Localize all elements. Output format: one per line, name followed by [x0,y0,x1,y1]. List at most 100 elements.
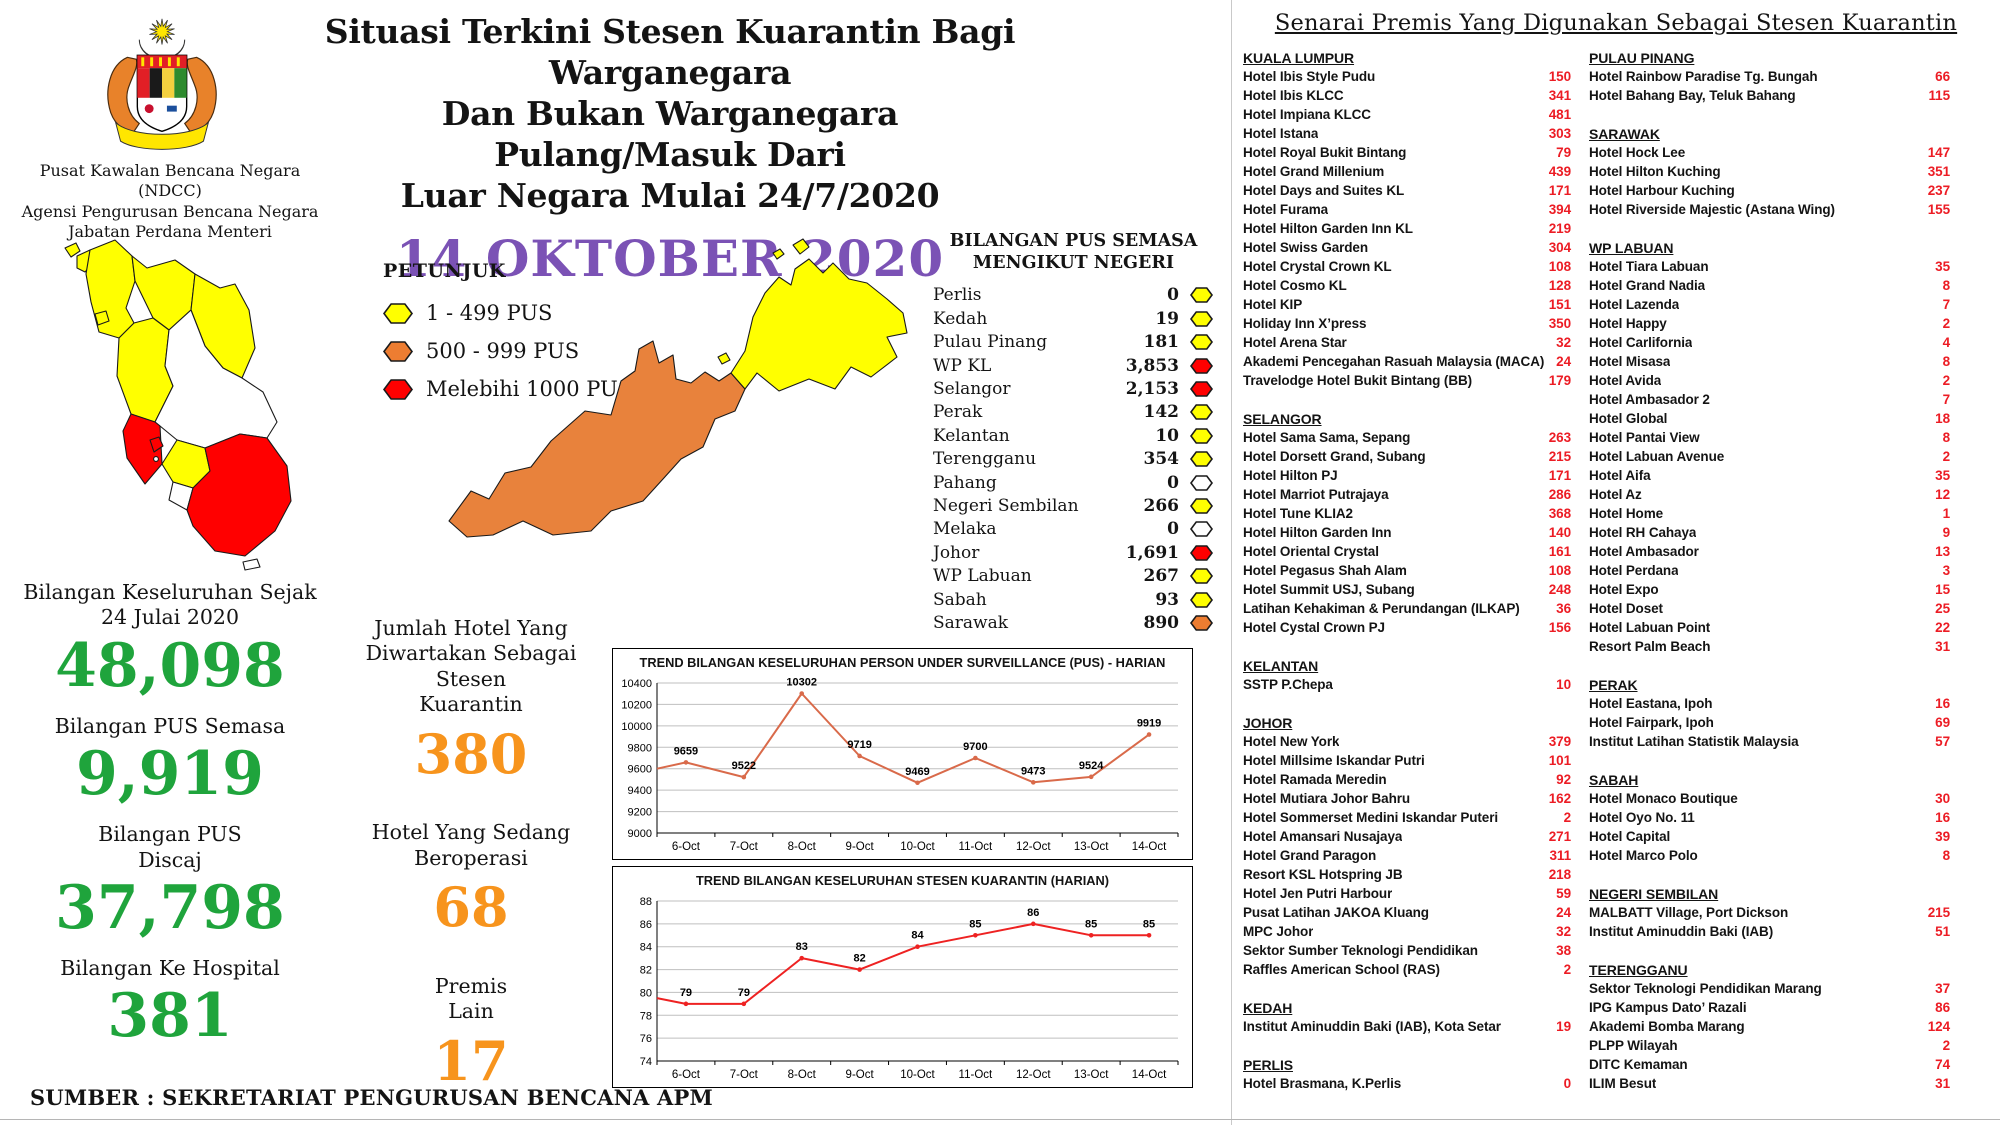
data-point [1088,774,1094,780]
stat-label: Bilangan PUS Discaj [8,822,332,873]
premises-column-left: KUALA LUMPUR Hotel Ibis Style Pudu 150 Hote… [1243,50,1571,1114]
premises-item-value: 8 [1942,354,1951,369]
logo-tiger-left [107,56,141,133]
premises-section: SARAWAK Hotel Hock Lee 147 Hotel Hilton Kuc… [1589,126,1950,221]
y-axis-tick-label: 88 [640,896,652,908]
premises-item-name: Hotel Avida [1589,373,1662,388]
logo-tiger-right [183,56,217,133]
premises-item-name: Hotel Ibis Style Pudu [1243,69,1376,84]
premises-item-name: Hotel KIP [1243,297,1303,312]
state-pus-value: 0 [1167,519,1179,540]
premises-item-name: Hotel Cystal Crown PJ [1243,620,1385,635]
premises-row: Hotel Millsime Iskandar Putri 101 [1243,753,1571,772]
state-hex [1190,544,1214,561]
premises-item-value: 32 [1556,335,1571,350]
data-point [799,955,805,961]
premises-item-value: 124 [1927,1019,1950,1034]
logo-ribbon [114,120,210,150]
data-point [1088,932,1094,938]
premises-item-value: 8 [1942,430,1951,445]
premises-row: Hotel Labuan Point 22 [1589,620,1950,639]
premises-item-value: 286 [1548,487,1571,502]
premises-item-name: Hotel Rainbow Paradise Tg. Bungah [1589,69,1818,84]
premises-section: NEGERI SEMBILAN MALBATT Village, Port Dic… [1589,886,1950,943]
y-axis-tick-label: 9400 [628,785,652,797]
premises-row: Hotel Days and Suites KL 171 [1243,183,1571,202]
state-name: Johor [933,542,980,563]
premises-row: ILIM Besut 31 [1589,1076,1950,1095]
stat-value: 37,798 [55,873,285,944]
premises-row: Hotel Bahang Bay, Teluk Bahang 115 [1589,88,1950,107]
panel-divider [1231,0,1232,1125]
premises-item-value: 18 [1935,411,1950,426]
stat-item: Bilangan Ke Hospital 381 [8,956,332,1048]
premises-item-name: Hotel Eastana, Ipoh [1589,696,1713,711]
logo-star [149,18,175,45]
premises-row: Hotel Hilton Garden Inn 140 [1243,525,1571,544]
premises-item-value: 161 [1548,544,1571,559]
data-point [973,932,978,938]
premises-row: Hotel Amansari Nusajaya 271 [1243,829,1571,848]
premises-row: Pusat Latihan JAKOA Kluang 24 [1243,905,1571,924]
premises-row: Hotel Sama Sama, Sepang 263 [1243,430,1571,449]
x-axis-tick-label: 14-Oct [1132,1069,1167,1081]
premises-item-name: Resort KSL Hotspring JB [1243,867,1403,882]
premises-item-name: Sektor Teknologi Pendidikan Marang [1589,981,1822,996]
premises-item-value: 86 [1935,1000,1950,1015]
premises-state-header: KEDAH [1243,1000,1293,1016]
state-pus-row: WP Labuan 267 [933,564,1214,587]
premises-state-header: PERAK [1589,677,1638,693]
premises-item-name: Hotel RH Cahaya [1589,525,1697,540]
premises-item-name: Hotel Oriental Crystal [1243,544,1379,559]
premises-item-value: 2 [1563,962,1572,977]
map-island-penang [94,310,110,326]
premises-row: Hotel Capital 39 [1589,829,1950,848]
premises-item-value: 481 [1548,107,1571,122]
state-pus-row: Kelantan 10 [933,424,1214,447]
pus-level-hexagon [383,378,413,400]
premises-row: Hotel Hilton PJ 171 [1243,468,1571,487]
premises-item-value: 15 [1935,582,1950,597]
stat-label-line: Bilangan PUS [98,822,242,847]
premises-item-name: Travelodge Hotel Bukit Bintang (BB) [1243,373,1473,388]
x-axis-tick-label: 7-Oct [730,841,759,853]
state-hex [1190,568,1214,584]
premises-row: MALBATT Village, Port Dickson 215 [1589,905,1950,924]
data-point-label: 9522 [732,760,756,772]
premises-item-name: Hotel Mutiara Johor Bahru [1243,791,1411,806]
data-point-label: 9524 [1079,760,1104,772]
map-putrajaya-dot [153,456,159,462]
pus-level-hexagon [1190,287,1213,304]
map-island-singapore [242,558,261,571]
premises-item-name: Hotel Perdana [1589,563,1679,578]
premises-item-name: Hotel Impiana KLCC [1243,107,1371,122]
premises-item-name: Hotel Marriot Putrajaya [1243,487,1389,502]
premises-item-value: 311 [1549,848,1572,863]
premises-item-name: MALBATT Village, Port Dickson [1589,905,1789,920]
premises-item-value: 379 [1548,734,1571,749]
premises-state-header: PULAU PINANG [1589,50,1695,66]
premises-item-name: Hotel Brasmana, K.Perlis [1243,1076,1402,1091]
premises-item-name: Hotel Days and Suites KL [1243,183,1405,198]
premises-state-header: KELANTAN [1243,658,1319,674]
premises-item-name: Pusat Latihan JAKOA Kluang [1243,905,1429,920]
premises-column-right: PULAU PINANG Hotel Rainbow Paradise Tg. B… [1589,50,1950,1114]
pus-level-hexagon [1190,521,1213,538]
premises-section: PULAU PINANG Hotel Rainbow Paradise Tg. B… [1589,50,1950,107]
premises-item-value: 19 [1556,1019,1571,1034]
chart-title: TREND BILANGAN KESELURUHAN STESEN KUARAN… [695,873,1110,888]
premises-row: Resort Palm Beach 31 [1589,639,1950,658]
state-name: Sabah [933,589,987,610]
data-point-label: 79 [738,987,750,999]
data-point [1030,780,1036,785]
report-date: 14 OKTOBER 2020 [395,228,945,288]
stat-label-line: Discaj [138,847,202,872]
premises-item-name: Hotel Tiara Labuan [1589,259,1709,274]
premises-row: Hotel Labuan Avenue 2 [1589,449,1950,468]
state-pus-value: 266 [1143,495,1180,516]
map-state-kedah [85,239,136,339]
premises-item-name: Hotel Sama Sama, Sepang [1243,430,1411,445]
state-name: Perlis [933,285,982,306]
premises-row: Latihan Kehakiman & Perundangan (ILKAP) 3… [1243,601,1571,620]
premises-row: Hotel Grand Paragon 311 [1243,848,1571,867]
